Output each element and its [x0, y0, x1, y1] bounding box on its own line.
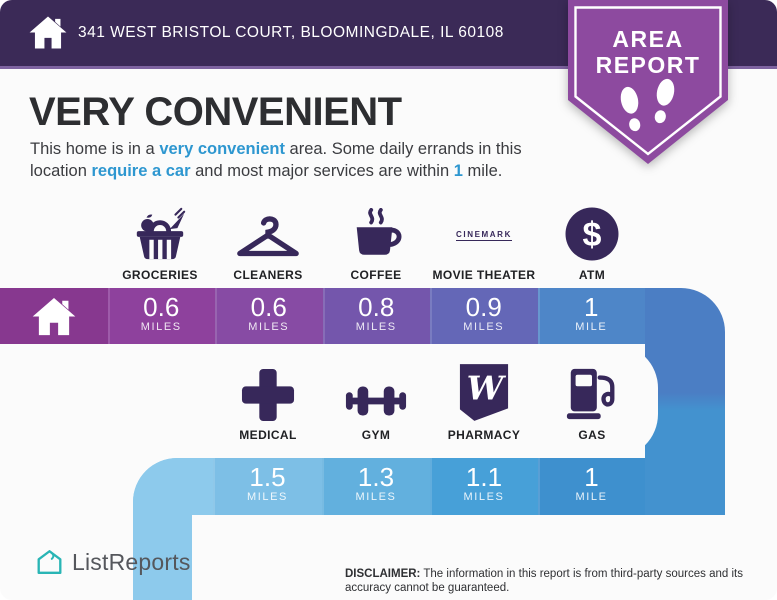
amenities-row-2: MEDICAL GYM W PHARMACY	[214, 360, 646, 442]
distance-value: 1	[584, 292, 599, 322]
groceries-icon	[136, 207, 186, 260]
distance-value: 0.9	[465, 292, 502, 322]
home-icon	[29, 16, 67, 49]
distance-segment: 1.3 MILES	[322, 458, 430, 515]
amenity-coffee: COFFEE	[322, 200, 430, 282]
distance-value: 1.1	[465, 462, 503, 492]
amenity-label: CLEANERS	[233, 268, 303, 282]
dumbbell-icon	[345, 386, 407, 416]
distance-unit: MILE	[575, 321, 608, 333]
distance-unit: MILE	[575, 491, 608, 503]
header-accent-strip	[0, 66, 777, 69]
brand-name: ListReports	[72, 549, 191, 575]
amenity-label: MOVIE THEATER	[432, 268, 536, 282]
amenity-label: PHARMACY	[447, 428, 521, 442]
walgreens-w-icon: W	[459, 364, 509, 421]
amenity-movie-theater: CINEMARK MOVIE THEATER	[430, 200, 538, 282]
summary-part: mile.	[462, 161, 503, 180]
distance-segment: 0.8 MILES	[322, 288, 430, 344]
distance-segment: 1.5 MILES	[213, 458, 322, 515]
summary-text: This home is in a very convenient area. …	[30, 139, 522, 182]
page-title: VERY CONVENIENT	[29, 90, 402, 134]
distance-value: 0.6	[143, 292, 180, 322]
atm-dollar-icon: $	[565, 207, 619, 261]
distance-segment: 1.1 MILES	[430, 458, 538, 515]
summary-part: location	[30, 161, 92, 180]
amenity-groceries: GROCERIES	[106, 200, 214, 282]
distance-bar-top: 0.6 MILES 0.6 MILES 0.8 MILES 0.9 MILES …	[0, 288, 645, 344]
amenity-cleaners: CLEANERS	[214, 200, 322, 282]
property-address: 341 WEST BRISTOL COURT, BLOOMINGDALE, IL…	[78, 24, 504, 41]
distance-unit: MILES	[355, 321, 397, 333]
distance-bar-bottom: 1.5 MILES 1.3 MILES 1.1 MILES 1 MILE	[133, 458, 725, 515]
distance-value: 0.6	[250, 292, 287, 322]
listreports-house-icon	[37, 550, 62, 575]
distance-value: 1.3	[357, 462, 395, 492]
amenity-label: ATM	[578, 268, 606, 282]
bar-curve-pad-left	[133, 458, 213, 515]
medical-cross-icon	[241, 368, 295, 422]
summary-part: area. Some daily errands in this	[284, 140, 522, 158]
bar-home-segment	[0, 288, 108, 344]
distance-segment: 1 MILE	[538, 458, 645, 515]
disclaimer-text: DISCLAIMER: The information in this repo…	[345, 567, 757, 596]
summary-accent-car: require a car	[91, 161, 191, 180]
hanger-icon	[237, 216, 299, 257]
bar-curve-pad-right	[645, 458, 725, 515]
amenity-gas: GAS	[538, 360, 646, 442]
disclaimer-body: The information in this report is from t…	[345, 567, 743, 595]
disclaimer-label: DISCLAIMER:	[345, 567, 421, 580]
dollar-glyph: $	[583, 216, 602, 254]
distance-unit: MILES	[140, 321, 182, 333]
amenities-row-1: GROCERIES CLEANERS COFFEE	[106, 200, 646, 282]
distance-unit: MILES	[248, 321, 290, 333]
footprints-icon	[620, 78, 675, 132]
w-glyph: W	[467, 369, 507, 408]
cinemark-logo: CINEMARK	[456, 230, 512, 241]
distance-unit: MILES	[463, 321, 505, 333]
summary-part: and most major services are within	[190, 161, 454, 180]
home-icon	[32, 297, 76, 335]
amenity-medical: MEDICAL	[214, 360, 322, 442]
gas-pump-icon	[566, 368, 615, 420]
badge-line2: REPORT	[596, 52, 701, 78]
amenity-label: GROCERIES	[122, 268, 198, 282]
coffee-icon	[356, 208, 402, 255]
amenity-atm: $ ATM	[538, 200, 646, 282]
distance-value: 1	[584, 462, 599, 492]
route-inner-corner-bottom	[192, 515, 777, 600]
distance-value: 0.8	[358, 292, 395, 322]
distance-segment: 0.6 MILES	[107, 288, 215, 344]
amenity-pharmacy: W PHARMACY	[430, 360, 538, 442]
distance-unit: MILES	[246, 491, 288, 503]
badge-line1: AREA	[612, 26, 683, 52]
distance-unit: MILES	[463, 491, 505, 503]
amenity-label: GAS	[578, 428, 606, 442]
distance-segment: 0.6 MILES	[215, 288, 323, 344]
distance-segment: 0.9 MILES	[430, 288, 538, 344]
summary-part: This home is in a	[30, 140, 160, 158]
amenity-label: GYM	[361, 428, 391, 442]
distance-segment: 1 MILE	[537, 288, 645, 344]
amenity-gym: GYM	[322, 360, 430, 442]
amenity-label: COFFEE	[350, 268, 402, 282]
area-report-badge: AREA REPORT	[568, 0, 728, 164]
summary-accent-walkability: very convenient	[159, 140, 285, 158]
listreports-logo: ListReports	[36, 549, 191, 576]
summary-accent-distance: 1	[453, 161, 463, 180]
distance-unit: MILES	[355, 491, 397, 503]
route-inner-corner-mid	[0, 344, 658, 458]
amenity-label: MEDICAL	[239, 428, 297, 442]
distance-value: 1.5	[249, 462, 286, 492]
